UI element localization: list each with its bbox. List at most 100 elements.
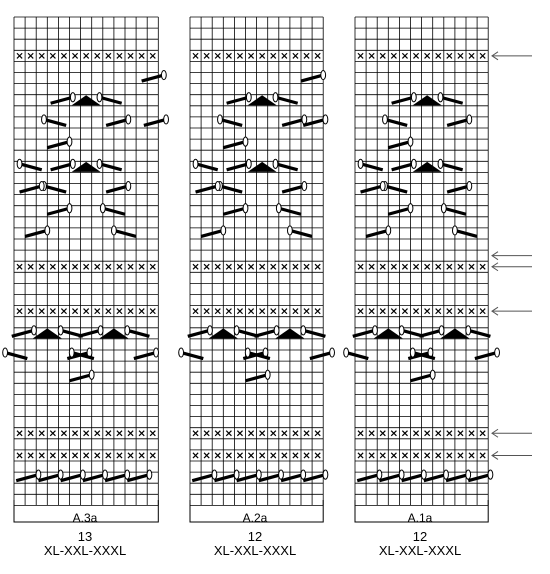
purl-cross-icon bbox=[94, 308, 101, 315]
slip-stitch-strand-icon bbox=[446, 114, 473, 127]
purl-cross-icon bbox=[60, 430, 67, 437]
purl-cross-icon bbox=[60, 263, 67, 270]
stitch-count-a3a: 13 bbox=[78, 529, 92, 544]
purl-cross-icon bbox=[368, 263, 375, 270]
purl-cross-icon bbox=[138, 430, 145, 437]
slip-stitch-strand-icon bbox=[68, 347, 95, 361]
purl-row bbox=[192, 308, 321, 315]
purl-cross-icon bbox=[94, 263, 101, 270]
purl-cross-icon bbox=[116, 308, 123, 315]
slip-stitch-strand-icon bbox=[387, 203, 414, 216]
sizes-a2a: XL-XXL-XXXL bbox=[214, 543, 296, 558]
purl-cross-icon bbox=[236, 263, 243, 270]
purl-cross-icon bbox=[27, 263, 34, 270]
purl-row bbox=[16, 308, 156, 315]
purl-row bbox=[192, 52, 321, 59]
purl-cross-icon bbox=[192, 430, 199, 437]
slip-stitch-strand-icon bbox=[105, 114, 132, 127]
purl-cross-icon bbox=[214, 452, 221, 459]
slip-stitch-strand-icon bbox=[104, 469, 131, 483]
purl-cross-icon bbox=[281, 263, 288, 270]
purl-cross-icon bbox=[357, 452, 364, 459]
purl-cross-icon bbox=[236, 308, 243, 315]
purl-cross-icon bbox=[357, 430, 364, 437]
purl-cross-icon bbox=[127, 52, 134, 59]
slip-stitch-strand-icon bbox=[446, 180, 473, 194]
double-decrease-triangle-icon bbox=[32, 328, 62, 339]
slip-stitch-strand-icon bbox=[50, 92, 76, 105]
slip-stitch-strand-icon bbox=[410, 369, 436, 383]
purl-cross-icon bbox=[413, 52, 420, 59]
chart-name-a2a: A.2a bbox=[243, 511, 268, 525]
purl-cross-icon bbox=[236, 452, 243, 459]
slip-stitch-strand-icon bbox=[440, 203, 467, 216]
row-arrow-icon bbox=[491, 251, 532, 261]
purl-cross-icon bbox=[379, 430, 386, 437]
purl-cross-icon bbox=[424, 430, 431, 437]
purl-cross-icon bbox=[468, 452, 475, 459]
slip-stitch-strand-icon bbox=[96, 92, 123, 105]
purl-cross-icon bbox=[390, 430, 397, 437]
slip-stitch-strand-icon bbox=[99, 203, 126, 216]
purl-cross-icon bbox=[259, 308, 266, 315]
purl-cross-icon bbox=[38, 263, 45, 270]
purl-cross-icon bbox=[16, 263, 23, 270]
purl-cross-icon bbox=[435, 52, 442, 59]
purl-cross-icon bbox=[248, 308, 255, 315]
purl-cross-icon bbox=[214, 430, 221, 437]
purl-cross-icon bbox=[281, 52, 288, 59]
purl-cross-icon bbox=[435, 308, 442, 315]
chart-repeat-bracket bbox=[354, 500, 489, 523]
strand-row bbox=[15, 469, 153, 483]
purl-cross-icon bbox=[424, 452, 431, 459]
chart-name-a3a: A.3a bbox=[73, 511, 98, 525]
purl-cross-icon bbox=[127, 430, 134, 437]
purl-cross-icon bbox=[116, 430, 123, 437]
purl-cross-icon bbox=[248, 452, 255, 459]
purl-cross-icon bbox=[225, 263, 232, 270]
purl-cross-icon bbox=[457, 52, 464, 59]
purl-cross-icon bbox=[149, 308, 156, 315]
slip-stitch-strand-icon bbox=[302, 469, 329, 483]
purl-cross-icon bbox=[479, 430, 486, 437]
purl-cross-icon bbox=[270, 452, 277, 459]
purl-cross-icon bbox=[314, 52, 321, 59]
double-decrease-triangle-icon bbox=[71, 95, 101, 106]
purl-cross-icon bbox=[149, 52, 156, 59]
purl-cross-icon bbox=[435, 452, 442, 459]
purl-cross-icon bbox=[83, 430, 90, 437]
slip-stitch-strand-icon bbox=[467, 469, 494, 483]
purl-cross-icon bbox=[479, 263, 486, 270]
purl-cross-icon bbox=[203, 308, 210, 315]
purl-cross-icon bbox=[27, 308, 34, 315]
slip-stitch-strand-icon bbox=[200, 225, 227, 238]
stitch-count-a1a: 12 bbox=[413, 529, 427, 544]
purl-cross-icon bbox=[105, 430, 112, 437]
slip-stitch-strand-icon bbox=[352, 325, 378, 338]
purl-cross-icon bbox=[38, 452, 45, 459]
purl-cross-icon bbox=[72, 263, 79, 270]
purl-cross-icon bbox=[38, 52, 45, 59]
purl-cross-icon bbox=[38, 308, 45, 315]
purl-cross-icon bbox=[225, 430, 232, 437]
purl-cross-icon bbox=[390, 308, 397, 315]
slip-stitch-strand-icon bbox=[244, 347, 271, 361]
purl-cross-icon bbox=[225, 452, 232, 459]
slip-stitch-strand-icon bbox=[437, 92, 464, 105]
purl-row bbox=[357, 308, 486, 315]
slip-stitch-strand-icon bbox=[46, 203, 73, 216]
slip-stitch-strand-icon bbox=[15, 469, 42, 483]
purl-cross-icon bbox=[446, 308, 453, 315]
sizes-a1a: XL-XXL-XXXL bbox=[379, 543, 461, 558]
purl-cross-icon bbox=[83, 52, 90, 59]
purl-cross-icon bbox=[192, 263, 199, 270]
purl-cross-icon bbox=[468, 308, 475, 315]
slip-stitch-strand-icon bbox=[111, 225, 137, 238]
slip-stitch-strand-icon bbox=[382, 180, 408, 194]
slip-stitch-strand-icon bbox=[343, 347, 369, 361]
double-decrease-triangle-icon bbox=[412, 161, 442, 172]
row-arrows bbox=[491, 51, 532, 460]
purl-cross-icon bbox=[16, 308, 23, 315]
purl-cross-icon bbox=[248, 263, 255, 270]
purl-cross-icon bbox=[192, 52, 199, 59]
